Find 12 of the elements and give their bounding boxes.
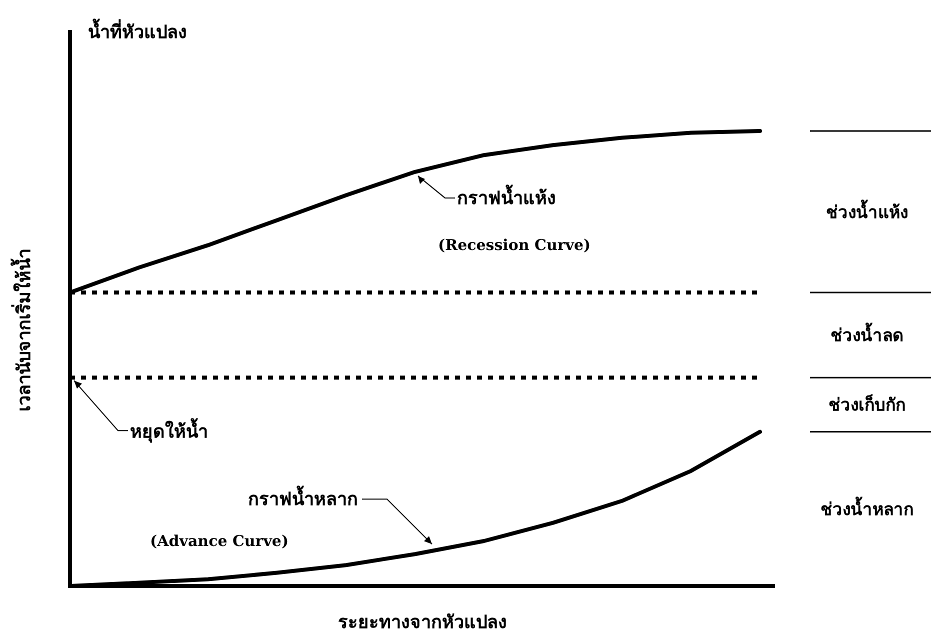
text: ช่วงน้ำแห้ง (826, 198, 908, 223)
x-axis-title: ระยะทางจากหัวแปลง (338, 612, 507, 633)
ref-line-label: หยุดให้น้ำ (130, 418, 208, 444)
chart-title: น้ำที่หัวแปลง (88, 18, 187, 43)
annotation: (Recession Curve) (438, 236, 591, 254)
y-axis-title: เวลานับจากเริ่มให้น้ำ (10, 248, 35, 412)
text: กราฟน้ำหลาก (248, 485, 358, 510)
legend-label: กราฟน้ำแห้ง (457, 184, 556, 209)
text: ช่วงเก็บกัก (828, 392, 906, 416)
text: ช่วงน้ำหลาก (820, 496, 914, 520)
text: ช่วงน้ำลด (830, 322, 904, 346)
annotation: (Advance Curve) (150, 532, 289, 550)
